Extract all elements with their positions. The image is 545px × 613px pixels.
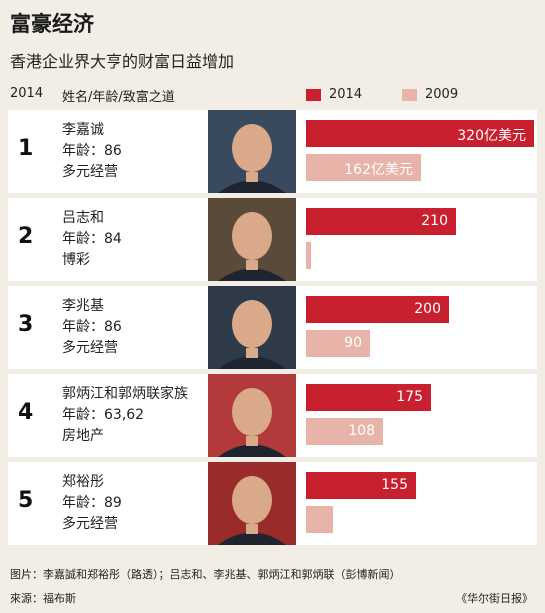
bar-2014: 320亿美元 (306, 120, 534, 147)
bar-2009: 38 (306, 506, 354, 533)
legend-item-2009: 2009 (402, 87, 458, 102)
person-photo (208, 286, 296, 369)
header-year: 2014 (10, 86, 44, 101)
bar-2014: 200 (306, 296, 449, 323)
legend-label-2014: 2014 (329, 87, 363, 102)
person-business: 博彩 (62, 252, 90, 268)
person-name: 李兆基 (62, 298, 104, 314)
person-name: 郑裕彤 (62, 474, 104, 490)
bar-2009: 90 (306, 330, 370, 357)
ranking-row: 3 李兆基年龄：86 多元经营 200 90 (8, 286, 537, 369)
person-info: 李兆基年龄：86 多元经营 (62, 296, 122, 359)
header-columns: 姓名/年龄/致富之道 (62, 90, 175, 105)
person-info: 郑裕彤年龄：89 多元经营 (62, 472, 122, 535)
person-business: 多元经营 (62, 516, 118, 532)
bar-group: 200 90 (306, 286, 535, 369)
person-name: 李嘉诚 (62, 122, 104, 138)
bar-group: 175 108 (306, 374, 535, 457)
person-info: 吕志和年龄：84 博彩 (62, 208, 122, 271)
legend-item-2014: 2014 (306, 87, 362, 102)
person-business: 房地产 (62, 428, 104, 444)
person-age: 年龄：63,62 (62, 407, 145, 423)
bar-value-label-2009: 162亿美元 (344, 162, 413, 178)
person-info: 李嘉诚年龄：86 多元经营 (62, 120, 122, 183)
bar-2009: 7 (306, 242, 323, 269)
ranking-row: 1 李嘉诚年龄：86 多元经营 320亿美元 162亿美元 (8, 110, 537, 193)
bar-2014: 210 (306, 208, 456, 235)
bar-value-label-2009: 108 (348, 423, 375, 439)
ranking-row: 5 郑裕彤年龄：89 多元经营 155 38 (8, 462, 537, 545)
bar-value-label-2009: 38 (336, 511, 354, 527)
person-age: 年龄：84 (62, 231, 122, 247)
legend-swatch-2014 (306, 88, 321, 101)
chart-title: 富豪经济 (10, 12, 94, 36)
legend-label-2009: 2009 (425, 87, 459, 102)
person-info: 郭炳江和郭炳联家族 年龄：63,62 房地产 (62, 384, 188, 447)
person-business: 多元经营 (62, 340, 118, 356)
source-note: 來源：福布斯 (10, 592, 76, 605)
bar-value-label-2009: 90 (344, 335, 362, 351)
bar-value-label-2014: 155 (381, 477, 408, 493)
bar-group: 210 7 (306, 198, 535, 281)
person-name: 吕志和 (62, 210, 104, 226)
person-name: 郭炳江和郭炳联家族 (62, 386, 188, 402)
bar-2009: 108 (306, 418, 383, 445)
ranking-row: 2 吕志和年龄：84 博彩 210 7 (8, 198, 537, 281)
bar-2009: 162亿美元 (306, 154, 421, 181)
rank-number: 2 (18, 224, 34, 249)
person-photo (208, 374, 296, 457)
bar-group: 320亿美元 162亿美元 (306, 110, 535, 193)
rank-number: 3 (18, 312, 34, 337)
rank-number: 4 (18, 400, 34, 425)
bar-value-label-2014: 320亿美元 (457, 128, 526, 144)
bar-2014: 155 (306, 472, 416, 499)
bar-value-label-2014: 210 (421, 213, 448, 229)
legend-swatch-2009 (402, 88, 417, 101)
person-age: 年龄：86 (62, 319, 122, 335)
bar-2014: 175 (306, 384, 431, 411)
bar-group: 155 38 (306, 462, 535, 545)
person-age: 年龄：89 (62, 495, 122, 511)
person-photo (208, 198, 296, 281)
photo-credit: 图片：李嘉誠和郑裕彤（路透）；吕志和、李兆基、郭炳江和郭炳联（彭博新闻） (10, 568, 401, 581)
bar-value-label-2014: 175 (396, 389, 423, 405)
person-age: 年龄：86 (62, 143, 122, 159)
bar-value-label-2014: 200 (414, 301, 441, 317)
rank-number: 5 (18, 488, 34, 513)
chart-subtitle: 香港企业界大亨的财富日益增加 (10, 52, 235, 71)
bar-value-label-2009: 7 (314, 247, 323, 263)
ranking-row: 4 郭炳江和郭炳联家族 年龄：63,62 房地产 175 108 (8, 374, 537, 457)
person-photo (208, 462, 296, 545)
rank-number: 1 (18, 136, 34, 161)
publisher: 《华尔街日报》 (456, 592, 533, 605)
person-photo (208, 110, 296, 193)
person-business: 多元经营 (62, 164, 118, 180)
